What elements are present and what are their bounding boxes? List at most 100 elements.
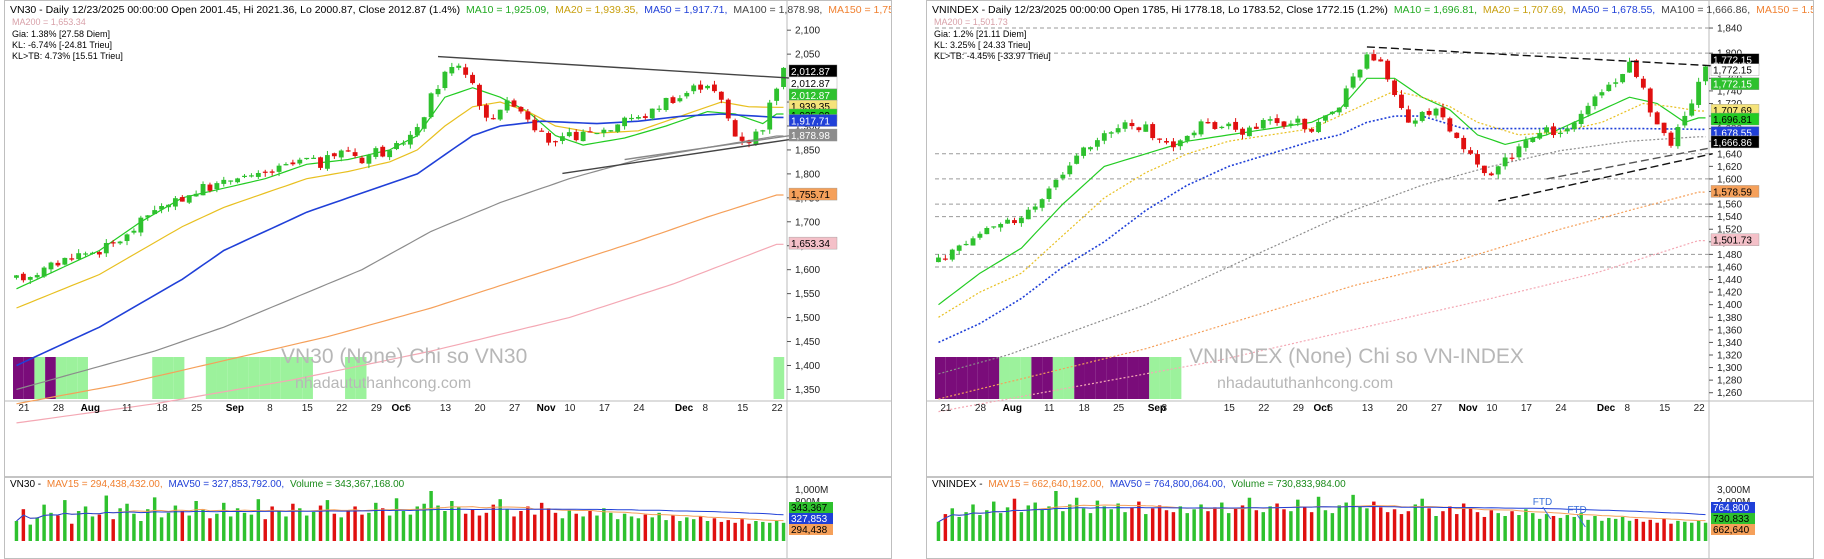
vn30-volume-bar	[173, 505, 178, 541]
vn30-volume-bar	[719, 521, 724, 541]
vnindex-volume-bar	[1233, 508, 1238, 541]
vnindex-signal-band	[1138, 357, 1150, 399]
vnindex-x-tick-label: Nov	[1459, 403, 1478, 414]
vnindex-volume-bar	[1344, 502, 1348, 541]
vnindex-price-tag-bg	[1710, 233, 1760, 246]
vnindex-candle-body	[1426, 110, 1432, 115]
vn30-signal-band	[13, 357, 24, 399]
vn30-candle-body	[331, 153, 337, 157]
vnindex-volume-bar	[1565, 515, 1570, 541]
vnindex-ma150-line	[938, 191, 1706, 400]
vn30-volume-bar	[284, 516, 288, 541]
vn30-y-tick-label: 1,550	[795, 289, 820, 300]
vnindex-x-tick-label: 25	[1113, 403, 1125, 414]
vn30-volume-bar	[553, 512, 558, 541]
vn30-candle-body	[255, 172, 261, 177]
vnindex-volume-bar	[1379, 507, 1383, 541]
vn30-chart-canvas: 2,1002,0502,0001,9501,9001,8501,8001,750…	[5, 1, 891, 558]
vn30-candle-body	[387, 150, 393, 158]
vnindex-price-tag-label: 1,578.59	[1713, 187, 1752, 198]
vn30-candle-body	[421, 117, 427, 129]
vnindex-y-tick-label: 1,840	[1717, 24, 1742, 35]
vn30-volume-bar	[747, 523, 751, 541]
vnindex-volume-bar	[1441, 511, 1445, 541]
vn30-volume-bar	[650, 517, 654, 541]
vn30-ma150-line	[16, 194, 784, 405]
vnindex-volume-bar	[1185, 513, 1189, 541]
vn30-volume-bar	[450, 501, 454, 541]
vnindex-candle-body	[970, 238, 976, 246]
vnindex-candle-body	[1551, 126, 1556, 136]
vn30-signal-band	[173, 357, 185, 399]
vnindex-volume-bar	[1102, 506, 1107, 541]
vnindex-volume-bar	[1358, 506, 1362, 541]
vnindex-x-tick-label: 11	[1044, 403, 1055, 414]
vn30-candle-body	[110, 242, 116, 244]
vnindex-volume-bar	[1164, 510, 1169, 541]
vnindex-candle-body	[1177, 140, 1183, 147]
vnindex-candle-body	[1516, 146, 1522, 158]
vn30-candle-body	[304, 157, 310, 160]
vn30-candle-body	[48, 262, 54, 270]
vnindex-volume-bar	[1206, 511, 1210, 541]
vnindex-volume-bar	[1537, 518, 1542, 541]
vnindex-volume-bar	[1427, 508, 1431, 541]
vnindex-volume-bar	[1289, 511, 1293, 541]
vn30-candle-body	[297, 159, 303, 164]
vnindex-volume-bar	[1385, 512, 1390, 541]
vnindex-candle-body	[1088, 147, 1093, 150]
vn30-volume-bar	[270, 506, 274, 541]
vnindex-x-tick-label: 22	[1694, 403, 1706, 414]
vnindex-volume-bar	[1323, 510, 1328, 541]
vnindex-candle-body	[1585, 105, 1591, 115]
vnindex-volume-bar	[1448, 506, 1452, 541]
vnindex-x-tick-label: 8	[1162, 403, 1168, 414]
vnindex-volume-bar	[1171, 512, 1176, 541]
vnindex-y-tick-label: 1,740	[1717, 86, 1742, 97]
vnindex-price-tag-bg	[1710, 185, 1760, 198]
vnindex-volume-bar	[1683, 521, 1687, 541]
vn30-candle-body	[62, 257, 68, 265]
vnindex-trendline	[1366, 46, 1713, 67]
vnindex-ftd-annotation: FTD	[1533, 497, 1552, 508]
vn30-volume-bar	[505, 509, 509, 541]
vn30-candle-body	[587, 131, 593, 133]
vnindex-x-tick-label: 18	[1079, 403, 1091, 414]
vn30-volume-bar	[380, 508, 385, 541]
vnindex-header: VNINDEX - Daily 12/23/2025 00:00:00 Open…	[932, 4, 1813, 16]
vnindex-y-tick-label: 1,620	[1717, 162, 1742, 173]
vn30-candle-body	[449, 67, 455, 74]
vn30-volume-symbol: VN30 -	[10, 479, 42, 490]
vn30-candle-body	[90, 252, 95, 254]
vn30-volume-bar	[463, 513, 468, 541]
vn30-volume-bar	[63, 500, 67, 541]
vnindex-header-ma10: MA10 = 1,696.81,	[1393, 4, 1477, 16]
vn30-volume-bar	[256, 499, 261, 541]
vn30-signal-band	[259, 357, 271, 399]
vn30-ma200-line	[16, 243, 784, 424]
vnindex-candle-body	[1108, 132, 1114, 134]
vn30-volume-bar	[208, 518, 212, 541]
vn30-info-volume: KL: -6.74% [-24.81 Trieu]	[12, 40, 113, 50]
vnindex-candle-body	[1640, 78, 1646, 88]
vn30-candle-body	[477, 84, 482, 106]
vn30-candle-body	[601, 129, 607, 134]
vn30-price-tag-bg	[788, 114, 838, 127]
vnindex-volume-mav15: MAV15 = 662,640,192.00,	[988, 479, 1105, 490]
vnindex-candle-body	[1267, 119, 1273, 121]
vnindex-candle-body	[1240, 128, 1245, 135]
vnindex-volume-mav50-line	[938, 505, 1706, 523]
vn30-header: VN30 - Daily 12/23/2025 00:00:00 Open 20…	[10, 4, 891, 16]
vn30-candle-body	[366, 155, 372, 164]
vn30-x-tick-label: 18	[157, 403, 169, 414]
vn30-volume-bar	[761, 521, 765, 541]
vn30-volume-bar	[484, 512, 489, 541]
vnindex-signal-band	[1042, 357, 1053, 399]
vnindex-candle-body	[1309, 129, 1315, 132]
vn30-volume-bar	[526, 506, 530, 541]
vnindex-x-tick-label: 15	[1224, 403, 1236, 414]
vn30-signal-band	[66, 357, 78, 399]
vn30-candle-body	[456, 65, 462, 68]
vn30-candle-body	[414, 127, 420, 136]
vnindex-signal-band	[1074, 357, 1085, 399]
